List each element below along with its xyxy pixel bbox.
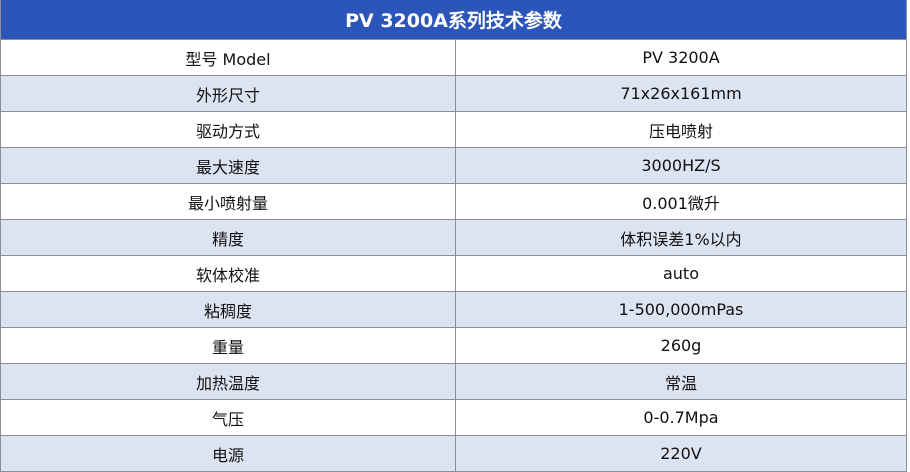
row-value: 常温 [664,373,697,393]
table-row-power: 电源 220V [1,436,906,472]
row-value: 3000HZ/S [641,156,721,175]
row-value: auto [662,264,699,283]
row-value: 0.001微升 [642,193,720,213]
row-label: 重量 [1,328,456,363]
row-label: 最小喷射量 [1,184,456,219]
table-row-weight: 重量 260g [1,328,906,364]
row-label: 气压 [1,400,456,435]
row-value: PV 3200A [642,48,720,67]
row-label: 电源 [1,436,456,471]
table-row-calibration: 软体校准 auto [1,256,906,292]
table-row-precision: 精度 体积误差1%以内 [1,220,906,256]
table-row-air-pressure: 气压 0-0.7Mpa [1,400,906,436]
table-row-model: 型号 Model PV 3200A [1,40,906,76]
row-value: 71x26x161mm [620,84,742,103]
row-label: 外形尺寸 [1,76,456,111]
table-row-max-speed: 最大速度 3000HZ/S [1,148,906,184]
row-value: 体积误差1%以内 [620,229,742,249]
row-value: 260g [660,336,702,355]
table-title: PV 3200A系列技术参数 [1,0,906,40]
table-row-viscosity: 粘稠度 1-500,000mPas [1,292,906,328]
row-label: 粘稠度 [1,292,456,327]
row-value: 0-0.7Mpa [643,408,719,427]
table-row-drive-mode: 驱动方式 压电喷射 [1,112,906,148]
row-label: 型号 Model [1,40,456,75]
row-label: 加热温度 [1,364,456,399]
row-label: 软体校准 [1,256,456,291]
row-label: 精度 [1,220,456,255]
row-value: 220V [660,444,702,463]
table-row-min-volume: 最小喷射量 0.001微升 [1,184,906,220]
table-row-heating: 加热温度 常温 [1,364,906,400]
row-value: 1-500,000mPas [618,300,744,319]
table-row-dimensions: 外形尺寸 71x26x161mm [1,76,906,112]
row-label: 最大速度 [1,148,456,183]
row-value: 压电喷射 [648,121,713,141]
row-label: 驱动方式 [1,112,456,147]
